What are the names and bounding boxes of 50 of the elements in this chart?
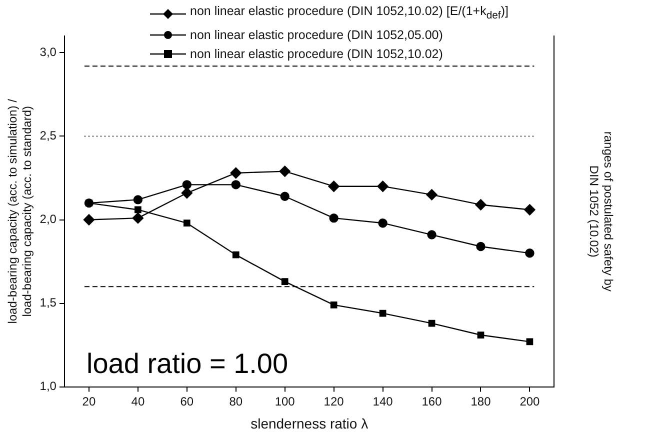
y-axis-title: load-bearing capacity (acc. to simulation) / load-bearing capacity (acc. to standard) bbox=[6, 98, 34, 324]
y-tick-label: 1,0 bbox=[40, 379, 57, 394]
x-tick-label: 60 bbox=[180, 394, 194, 408]
y-tick-label: 1,5 bbox=[40, 296, 57, 310]
annotation: load ratio = 1.00 bbox=[86, 348, 288, 379]
point bbox=[181, 187, 193, 199]
point bbox=[134, 206, 142, 214]
point bbox=[426, 189, 438, 200]
point bbox=[427, 230, 436, 240]
point bbox=[232, 251, 240, 258]
legend-label: non linear elastic procedure (DIN 1052,10.02) bbox=[190, 46, 443, 63]
point bbox=[377, 180, 388, 192]
x-tick-label: 120 bbox=[324, 394, 344, 408]
point bbox=[230, 167, 242, 179]
point bbox=[475, 199, 486, 210]
x-tick-label: 160 bbox=[422, 394, 442, 408]
x-tick-label: 100 bbox=[274, 394, 296, 408]
point bbox=[428, 320, 436, 327]
point bbox=[329, 213, 338, 223]
point bbox=[526, 338, 534, 346]
legend-label: non linear elastic procedure (DIN 1052,05.00) bbox=[190, 26, 443, 44]
point bbox=[328, 180, 340, 192]
x-tick-label: 40 bbox=[131, 394, 145, 408]
legend-label: non linear elastic procedure (DIN 1052,10.02) [E/(1+k$_{def}$)] bbox=[190, 3, 508, 24]
point bbox=[524, 204, 536, 216]
y-tick-label: 2,0 bbox=[40, 212, 57, 226]
x-tick-label: 180 bbox=[470, 394, 492, 408]
point bbox=[378, 218, 388, 228]
x-tick-label: 140 bbox=[372, 394, 394, 408]
point bbox=[231, 180, 240, 190]
x-tick-label: 200 bbox=[520, 394, 540, 408]
point bbox=[279, 166, 290, 177]
point bbox=[379, 310, 386, 317]
x-axis-title: slenderness ratio λ bbox=[250, 415, 368, 432]
point bbox=[280, 192, 290, 201]
point bbox=[132, 212, 144, 224]
x-tick-label: 80 bbox=[229, 394, 243, 408]
point bbox=[133, 195, 143, 204]
x-tick-label: 20 bbox=[82, 394, 96, 408]
point bbox=[477, 332, 484, 338]
point bbox=[476, 242, 486, 252]
point bbox=[330, 302, 338, 308]
point bbox=[83, 214, 95, 226]
point bbox=[182, 180, 192, 190]
point bbox=[281, 278, 288, 285]
y-tick-label: 3,0 bbox=[40, 45, 57, 60]
y-tick-label: 2,5 bbox=[40, 128, 57, 143]
point bbox=[525, 248, 534, 258]
y2-axis-title: ranges of postulated safety by DIN 1052 (10.02) bbox=[587, 131, 616, 292]
point bbox=[183, 220, 190, 227]
